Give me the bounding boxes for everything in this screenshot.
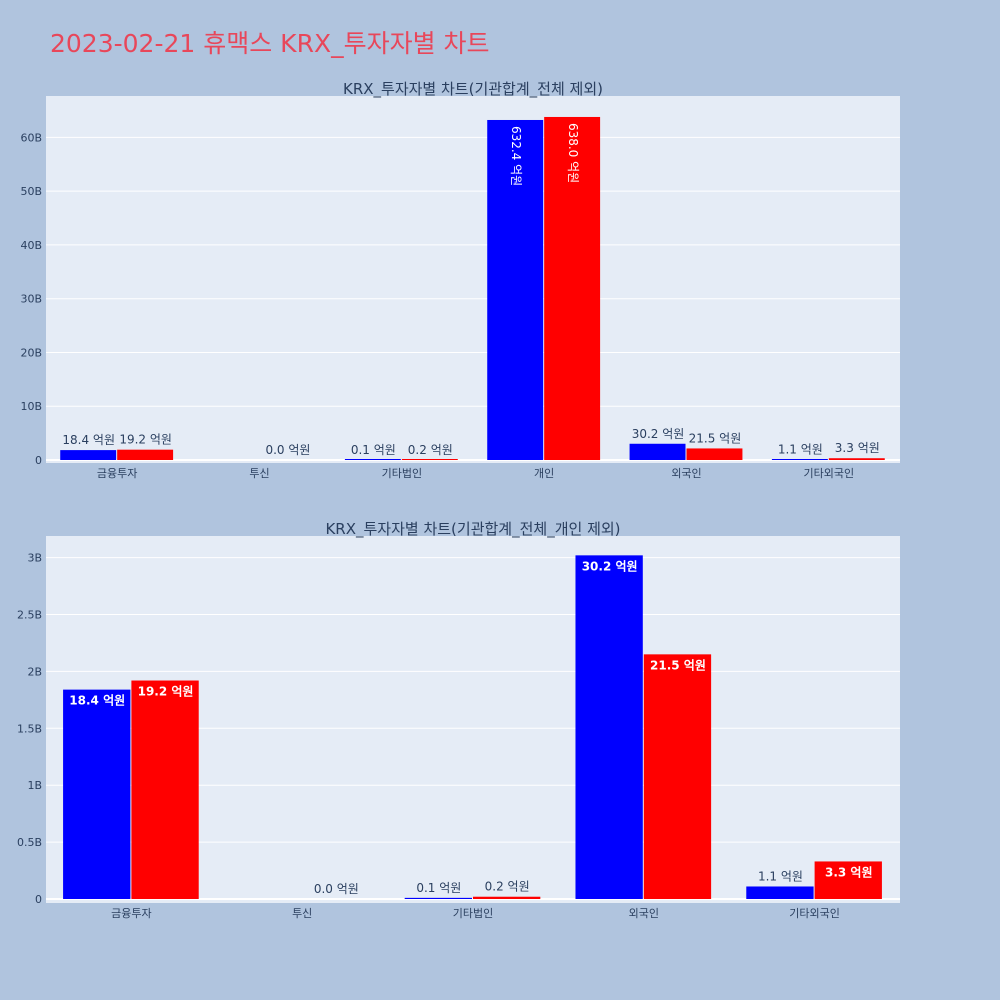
bar [814, 861, 882, 899]
x-tick-label: 기타외국인 [789, 907, 840, 920]
data-label: 30.2 억원 [632, 427, 685, 441]
y-tick-label: 3B [27, 552, 42, 565]
bar [404, 897, 472, 899]
bar [60, 450, 117, 460]
y-tick-label: 0 [35, 454, 42, 467]
x-tick-label: 외국인 [629, 907, 659, 920]
y-tick-label: 2.5B [17, 609, 42, 622]
y-tick-label: 30B [20, 293, 42, 306]
x-tick-label: 금융투자 [97, 467, 137, 480]
y-tick-label: 1B [27, 779, 42, 792]
x-tick-label: 기타법인 [453, 907, 493, 920]
data-label: 0.2 억원 [408, 443, 453, 457]
x-tick-label: 개인 [534, 467, 554, 480]
data-label: 3.3 억원 [825, 865, 873, 879]
data-label: 0.1 억원 [416, 881, 461, 895]
bar [473, 896, 541, 899]
data-label: 18.4 억원 [69, 694, 125, 708]
bar [544, 116, 601, 460]
y-tick-label: 0.5B [17, 836, 42, 849]
bar [828, 458, 885, 460]
x-tick-label: 투신 [292, 907, 312, 920]
data-label: 0.0 억원 [265, 443, 310, 457]
bar [344, 459, 401, 460]
data-label: 632.4 억원 [509, 126, 523, 186]
data-label: 0.0 억원 [314, 882, 359, 896]
bar [131, 680, 199, 899]
bar [686, 448, 743, 460]
bar [629, 443, 686, 460]
bar [643, 654, 712, 899]
x-tick-label: 투신 [249, 467, 269, 480]
bar [575, 555, 643, 899]
data-label: 18.4 억원 [62, 433, 115, 447]
data-label: 0.1 억원 [351, 443, 396, 457]
bar [117, 449, 174, 460]
y-tick-label: 1.5B [17, 722, 42, 735]
bar [746, 886, 814, 899]
bar [487, 119, 544, 460]
y-tick-label: 20B [20, 346, 42, 359]
plot-area [46, 96, 900, 463]
y-tick-label: 40B [20, 239, 42, 252]
x-tick-label: 기타외국인 [804, 467, 855, 480]
chart-title: KRX_투자자별 차트(기관합계_전체_개인 제외) [325, 520, 620, 539]
chart-investor-excl-individual: 0 0.5B 1B 1.5B 2B 2.5B 3B KRX_투자자별 차트(기관합계_전체_개… [17, 520, 900, 920]
chart-investor-all: 0 10B 20B 30B 40B 50B 60B KRX_투자자별 차트(기관합계_전체 제… [20, 80, 900, 480]
data-label: 1.1 억원 [778, 442, 823, 456]
y-tick-label: 50B [20, 185, 42, 198]
data-label: 1.1 억원 [758, 869, 803, 883]
data-label: 30.2 억원 [582, 559, 638, 573]
data-label: 638.0 억원 [566, 123, 580, 183]
page-title: 2023-02-21 휴맥스 KRX_투자자별 차트 [50, 29, 490, 58]
x-tick-label: 기타법인 [382, 467, 422, 480]
y-tick-label: 10B [20, 400, 42, 413]
data-label: 0.2 억원 [485, 880, 530, 894]
chart-title: KRX_투자자별 차트(기관합계_전체 제외) [343, 80, 603, 99]
data-label: 19.2 억원 [119, 433, 172, 447]
y-tick-label: 2B [27, 665, 42, 678]
y-tick-label: 0 [35, 893, 42, 906]
bar [63, 689, 131, 899]
data-label: 19.2 억원 [138, 685, 194, 699]
data-label: 21.5 억원 [689, 431, 742, 445]
x-tick-label: 외국인 [671, 467, 701, 480]
bar [771, 459, 828, 460]
data-label: 21.5 억원 [650, 658, 706, 672]
data-label: 3.3 억원 [835, 441, 880, 455]
bar [401, 459, 458, 460]
y-tick-label: 60B [20, 131, 42, 144]
x-tick-label: 금융투자 [111, 907, 151, 920]
